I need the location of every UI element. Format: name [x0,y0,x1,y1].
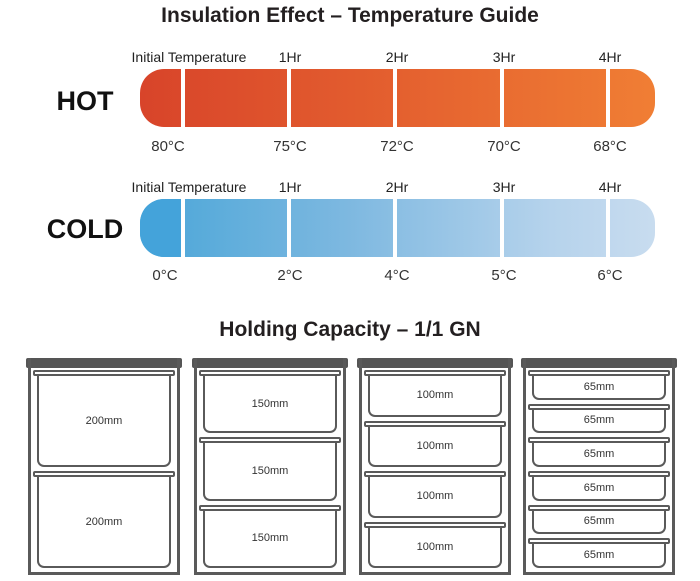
pan-depth-label: 100mm [416,439,454,452]
hot-temp-1hr: 75°C [273,138,307,155]
hot-temp-initial: 80°C [151,138,185,155]
cabinet-top [26,358,182,368]
pan-rim [528,437,670,444]
pan-depth-label: 150mm [251,464,289,477]
hot-header-3hr: 3Hr [492,49,516,65]
pan-rim [528,538,670,545]
hot-label: HOT [56,86,114,116]
pan-depth-label: 150mm [251,397,289,410]
bar-divider [500,69,504,127]
gastronorm-pan: 200mm [37,477,171,568]
cabinet: 100mm 100mm 100mm 100mm [359,358,511,575]
pan-depth-label: 65mm [583,448,615,461]
cold-header-3hr: 3Hr [492,179,516,195]
pan-depth-label: 100mm [416,540,454,553]
pan-rim [364,370,506,376]
bar-divider [606,199,610,257]
bar-divider [181,69,185,127]
page-title: Insulation Effect – Temperature Guide [161,4,539,27]
pan-depth-label: 100mm [416,389,454,402]
hot-temp-4hr: 68°C [593,138,627,155]
gastronorm-pan: 65mm [532,443,666,467]
gastronorm-pan: 100mm [368,477,502,518]
bar-divider [287,199,291,257]
pan-depth-label: 200mm [85,414,123,427]
hot-temp-2hr: 72°C [380,138,414,155]
bar-divider [500,199,504,257]
gastronorm-pan: 150mm [203,376,337,434]
bar-divider [606,69,610,127]
gastronorm-pan: 65mm [532,376,666,400]
pan-rim [528,504,670,511]
pan-rim [199,370,341,376]
cabinet-top [192,358,348,368]
gastronorm-pan: 100mm [368,527,502,568]
gastronorm-pan: 65mm [532,510,666,535]
pan-depth-label: 65mm [583,549,615,562]
gastronorm-pan: 150mm [203,443,337,501]
pan-depth-label: 150mm [251,532,289,545]
bar-divider [287,69,291,127]
pan-rim [528,471,670,477]
hot-temp-3hr: 70°C [487,138,521,155]
pan-rim [528,403,670,410]
cold-header-initial: Initial Temperature [131,179,247,195]
cold-temp-2hr: 4°C [384,267,410,284]
gastronorm-pan: 65mm [532,544,666,568]
cabinet: 65mm 65mm 65mm 65mm 65mm 65mm [523,358,675,575]
cold-label: COLD [46,214,124,244]
pan-rim [364,521,506,528]
hot-temperature-bar [140,69,655,127]
bar-divider [393,69,397,127]
cold-header-1hr: 1Hr [278,179,302,195]
cold-header-4hr: 4Hr [598,179,622,195]
hot-header-1hr: 1Hr [278,49,302,65]
gastronorm-pan: 100mm [368,376,502,417]
pan-rim [33,471,175,477]
gastronorm-pan: 65mm [532,477,666,501]
gastronorm-pan: 100mm [368,426,502,467]
pan-rim [364,471,506,477]
cabinet-top [357,358,513,368]
pan-depth-label: 200mm [85,515,123,528]
pan-depth-label: 100mm [416,490,454,503]
capacity-title: Holding Capacity – 1/1 GN [219,318,481,341]
hot-header-2hr: 2Hr [385,49,409,65]
hot-header-4hr: 4Hr [598,49,622,65]
cabinet: 150mm 150mm 150mm [194,358,346,575]
cold-temp-1hr: 2°C [277,267,303,284]
cold-initial-segment [140,199,183,257]
cabinet-top [521,358,677,368]
pan-depth-label: 65mm [583,380,615,393]
cold-temp-4hr: 6°C [597,267,623,284]
pan-depth-label: 65mm [583,481,615,494]
cold-header-2hr: 2Hr [385,179,409,195]
pan-rim [528,370,670,376]
bar-divider [393,199,397,257]
gastronorm-pan: 65mm [532,409,666,434]
cabinet: 200mm 200mm [28,358,180,575]
cold-temp-3hr: 5°C [491,267,517,284]
pan-rim [199,504,341,511]
pan-rim [199,437,341,444]
pan-rim [33,370,175,376]
cold-temperature-bar [140,199,655,257]
gastronorm-pan: 200mm [37,376,171,467]
hot-header-initial: Initial Temperature [131,49,247,65]
cold-temp-initial: 0°C [152,267,178,284]
bar-divider [181,199,185,257]
pan-depth-label: 65mm [583,515,615,528]
gastronorm-pan: 150mm [203,510,337,568]
pan-rim [364,420,506,427]
pan-depth-label: 65mm [583,414,615,427]
